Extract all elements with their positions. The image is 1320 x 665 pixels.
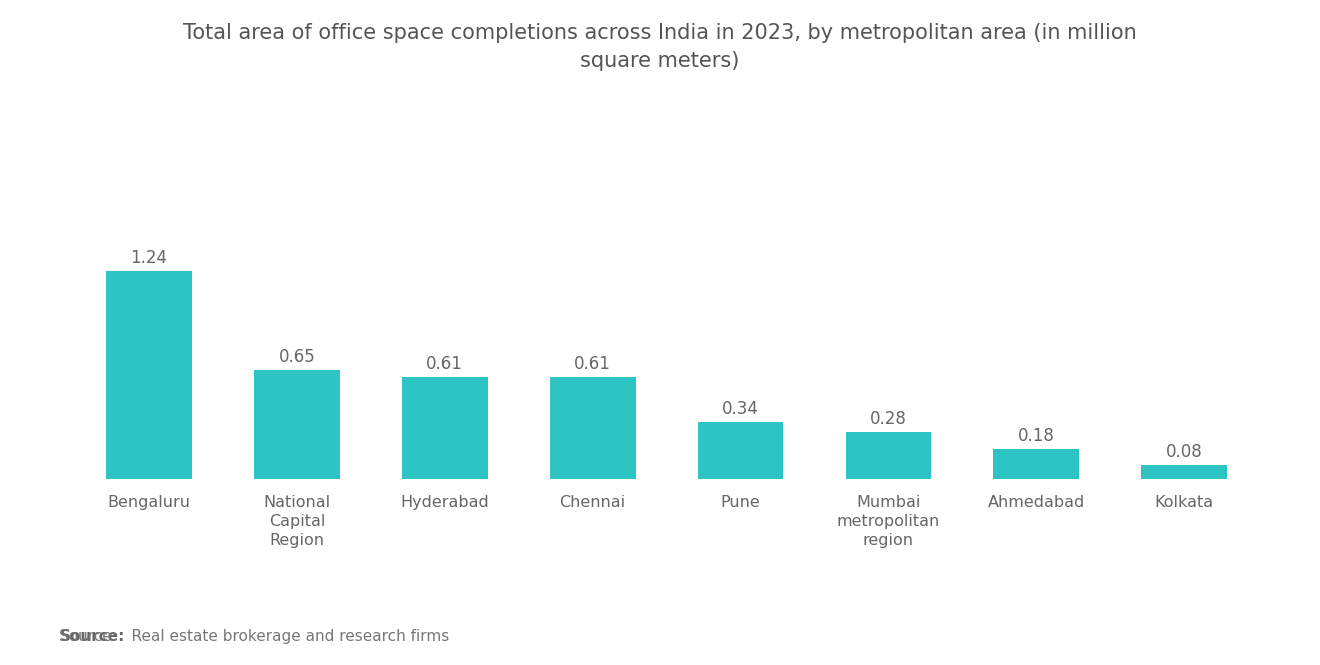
Text: Total area of office space completions across India in 2023, by metropolitan are: Total area of office space completions a… [183, 23, 1137, 71]
Text: 0.34: 0.34 [722, 400, 759, 418]
Text: Source:: Source: [59, 628, 125, 644]
Text: 0.18: 0.18 [1018, 426, 1055, 444]
Text: 0.65: 0.65 [279, 348, 315, 366]
Bar [549, 377, 635, 479]
Bar [846, 432, 932, 479]
Bar [1142, 465, 1228, 479]
Bar [106, 271, 191, 479]
Text: 0.61: 0.61 [426, 354, 463, 372]
Bar [698, 422, 784, 479]
Text: 0.61: 0.61 [574, 354, 611, 372]
Text: Source:   Real estate brokerage and research firms: Source: Real estate brokerage and resear… [59, 628, 450, 644]
Bar [401, 377, 487, 479]
Bar [994, 449, 1080, 479]
Text: 1.24: 1.24 [131, 249, 168, 267]
Text: 0.28: 0.28 [870, 410, 907, 428]
Bar [253, 370, 339, 479]
Text: 0.08: 0.08 [1166, 444, 1203, 462]
